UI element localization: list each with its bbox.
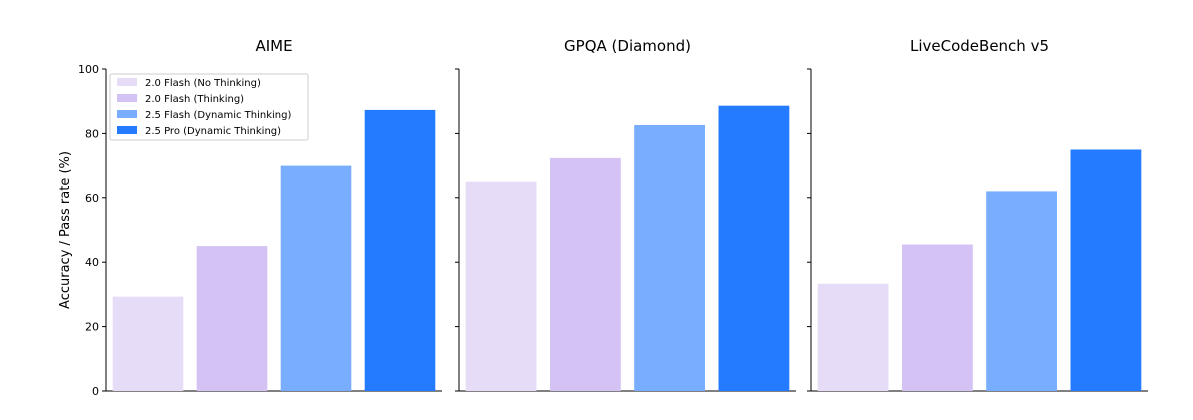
legend-box [109, 73, 309, 141]
y-axis-label: Accuracy / Pass rate (%) [58, 151, 73, 309]
y-tick-label-3: 60 [85, 192, 99, 205]
y-tick-label-1: 20 [85, 321, 99, 334]
legend-swatch-25-flash [117, 110, 137, 118]
bar-1-3 [718, 105, 790, 391]
legend-label-25-flash: 2.5 Flash (Dynamic Thinking) [145, 110, 291, 121]
panel-title-2: LiveCodeBench v5 [910, 37, 1049, 55]
legend-label-no-thinking: 2.0 Flash (No Thinking) [145, 78, 261, 89]
bar-1-0 [465, 181, 537, 391]
bar-2-3 [1070, 149, 1142, 391]
bar-0-2 [280, 165, 352, 391]
bar-2-0 [817, 283, 889, 391]
bar-0-3 [364, 109, 436, 392]
y-tick-label-4: 80 [85, 127, 99, 140]
legend-swatch-thinking [117, 94, 137, 102]
bar-2-1 [902, 244, 973, 391]
bar-0-0 [112, 296, 184, 391]
legend: 2.0 Flash (No Thinking) 2.0 Flash (Think… [109, 73, 309, 141]
legend-swatch-no-thinking [117, 78, 137, 86]
panel-0: AIME 0 20 40 60 80 100 [78, 37, 442, 398]
y-tick-label-5: 100 [78, 63, 99, 76]
bar-1-2 [634, 125, 705, 391]
legend-swatch-25-pro [117, 126, 137, 134]
panels-layer: AIME 0 20 40 60 80 100 GPQA (Diamond) LiveCodeBe… [78, 37, 1148, 398]
legend-label-thinking: 2.0 Flash (Thinking) [145, 94, 244, 105]
y-tick-label-2: 40 [85, 256, 99, 269]
y-tick-label-0: 0 [92, 385, 99, 398]
panel-1: GPQA (Diamond) [455, 37, 796, 392]
legend-label-25-pro: 2.5 Pro (Dynamic Thinking) [145, 126, 281, 137]
bar-0-1 [196, 246, 268, 391]
bar-2-2 [986, 191, 1057, 391]
bar-1-1 [550, 157, 621, 391]
panel-2: LiveCodeBench v5 [807, 37, 1148, 392]
panel-title-1: GPQA (Diamond) [564, 37, 691, 55]
panel-title-0: AIME [255, 37, 292, 55]
